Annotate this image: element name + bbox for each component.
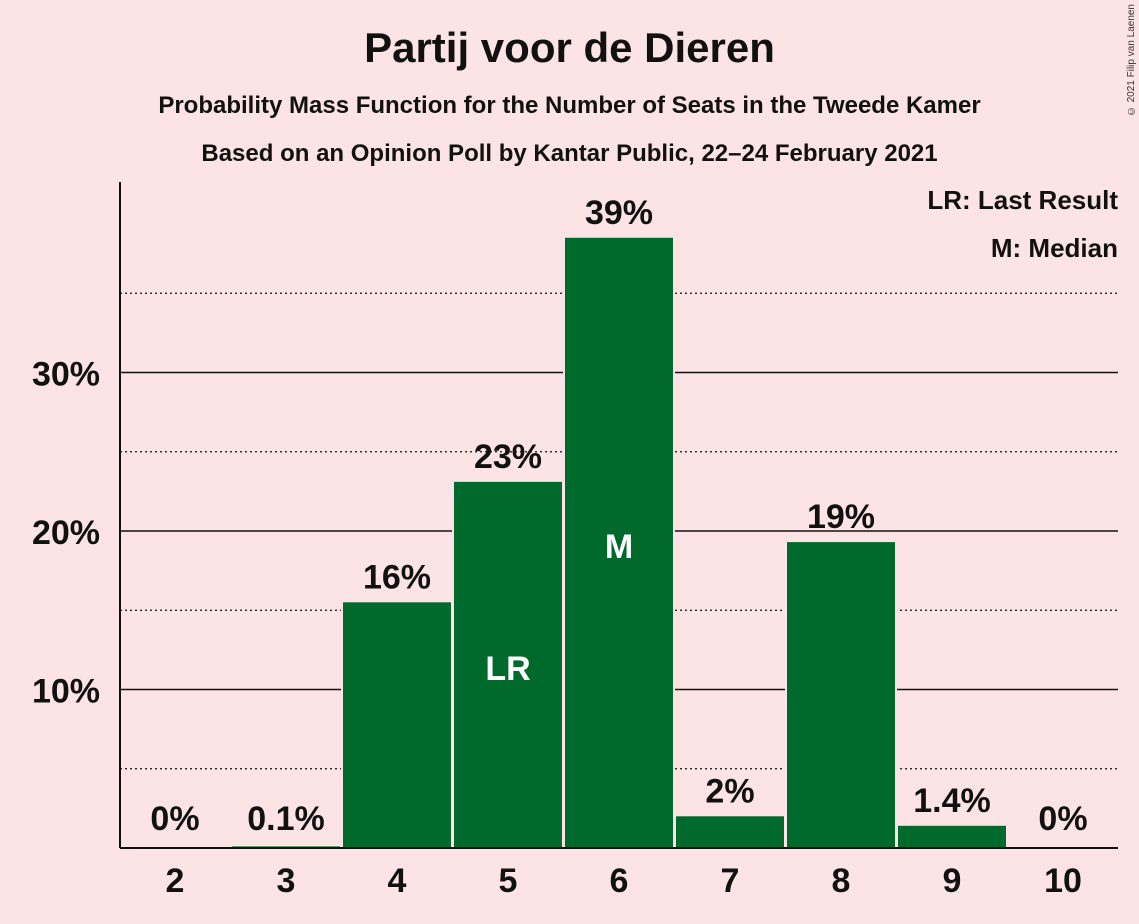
data-label: 1.4% [913,782,991,820]
bar-marker: LR [485,650,530,688]
bar [343,602,451,848]
y-tick-label: 20% [32,514,100,552]
data-label: 0% [1038,800,1087,838]
data-label: 0% [150,800,199,838]
x-tick-label: 9 [943,862,962,900]
x-tick-label: 4 [388,862,407,900]
x-tick-label: 6 [610,862,629,900]
bar-marker: M [605,528,633,566]
y-tick-label: 30% [32,356,100,394]
chart-subtitle-2: Based on an Opinion Poll by Kantar Publi… [201,140,938,167]
x-tick-label: 10 [1044,862,1082,900]
bar-halo [230,844,342,848]
x-tick-label: 3 [277,862,296,900]
bar [898,825,1006,848]
bar [676,816,784,848]
legend-median: M: Median [991,233,1118,263]
x-tick-label: 2 [166,862,185,900]
axes: 10% 20% 30% 2 3 4 5 6 7 8 9 10 [32,182,1118,900]
chart-title: Partij voor de Dieren [364,24,775,71]
data-label: 19% [807,498,875,536]
x-tick-label: 7 [721,862,740,900]
bars [230,235,1008,848]
x-tick-label: 5 [499,862,518,900]
data-label: 16% [363,558,431,596]
x-tick-label: 8 [832,862,851,900]
bar [787,542,895,848]
legend-last-result: LR: Last Result [927,185,1118,215]
data-label: 23% [474,438,542,476]
data-label: 2% [705,772,754,810]
y-tick-label: 10% [32,673,100,711]
bar [454,481,562,848]
bar [565,237,673,848]
chart-subtitle-1: Probability Mass Function for the Number… [158,92,981,119]
data-labels: 0% 0.1% 16% 23% LR 39% M 2% 19% 1.4% 0% [150,194,1087,838]
data-label: 39% [585,194,653,232]
data-label: 0.1% [247,800,325,838]
